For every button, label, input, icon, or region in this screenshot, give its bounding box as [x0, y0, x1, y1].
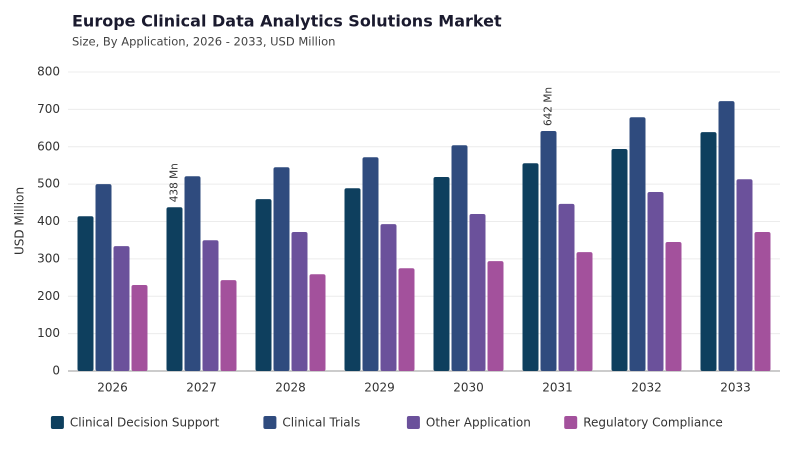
bar [576, 252, 593, 371]
bar [487, 261, 504, 371]
legend-swatch [50, 416, 64, 429]
bar [380, 224, 397, 371]
bar [629, 117, 646, 371]
y-tick-label: 0 [52, 364, 60, 378]
x-tick-label: 2031 [542, 381, 573, 395]
chart-title: Europe Clinical Data Analytics Solutions… [72, 12, 502, 31]
legend-label: Clinical Decision Support [70, 416, 220, 430]
bar [77, 216, 94, 371]
bar [451, 145, 468, 371]
bar [344, 188, 361, 371]
bar [540, 131, 557, 371]
bar [398, 268, 415, 371]
bar [665, 242, 682, 371]
bar [469, 214, 486, 371]
legend-swatch [564, 416, 578, 429]
bar [291, 231, 308, 371]
legend-label: Other Application [426, 416, 531, 430]
bar [718, 101, 735, 371]
x-tick-label: 2026 [97, 381, 128, 395]
bar [166, 207, 183, 371]
bar [273, 167, 290, 371]
bar [522, 163, 539, 371]
bar [362, 157, 379, 371]
x-tick-label: 2030 [453, 381, 484, 395]
x-tick-label: 2028 [275, 381, 306, 395]
x-tick-label: 2029 [364, 381, 395, 395]
bar [131, 285, 148, 371]
y-tick-label: 600 [37, 139, 60, 153]
bar [220, 280, 237, 371]
bar [95, 184, 112, 371]
data-label: 438 Mn [169, 163, 181, 202]
y-tick-label: 400 [37, 214, 60, 228]
x-tick-label: 2033 [720, 381, 751, 395]
bar [558, 203, 575, 371]
bar [647, 191, 664, 371]
y-tick-label: 500 [37, 177, 60, 191]
legend-label: Clinical Trials [282, 416, 360, 430]
legend-swatch [263, 416, 277, 429]
bar [700, 132, 717, 371]
bar [202, 240, 219, 371]
legend-swatch [406, 416, 420, 429]
legend-label: Regulatory Compliance [583, 416, 723, 430]
bar [309, 274, 326, 371]
bar [255, 199, 272, 371]
bar [433, 177, 450, 371]
y-tick-label: 200 [37, 289, 60, 303]
bar [611, 148, 628, 371]
chart-subtitle: Size, By Application, 2026 - 2033, USD M… [72, 35, 335, 49]
bar [736, 179, 753, 371]
y-tick-label: 100 [37, 326, 60, 340]
bar [113, 246, 130, 371]
y-tick-label: 800 [37, 65, 60, 79]
data-label: 642 Mn [543, 87, 555, 126]
x-tick-label: 2032 [631, 381, 662, 395]
bar [184, 176, 201, 371]
bar [754, 231, 771, 371]
y-axis-title: USD Million [13, 187, 27, 255]
y-tick-label: 700 [37, 102, 60, 116]
y-tick-label: 300 [37, 251, 60, 265]
x-tick-label: 2027 [186, 381, 217, 395]
